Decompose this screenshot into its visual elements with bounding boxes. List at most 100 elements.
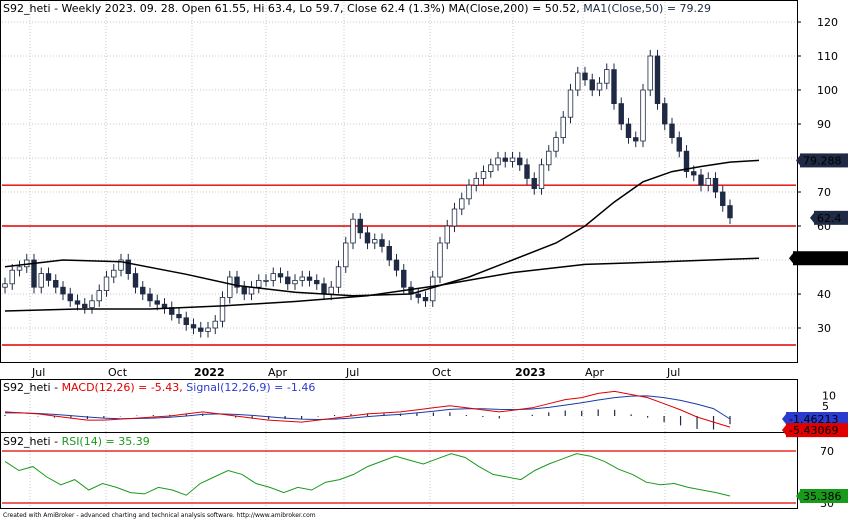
- candle-body: [589, 79, 595, 91]
- candle-body: [502, 157, 508, 162]
- candle-body: [444, 225, 450, 244]
- candle-body: [248, 286, 255, 295]
- candle-body: [451, 208, 458, 227]
- ma50-value-label-box: [800, 153, 848, 168]
- x-tick-label: Oct: [108, 366, 128, 379]
- x-tick-label: Jul: [345, 366, 359, 379]
- candle-body: [198, 327, 204, 332]
- candle-body: [299, 276, 305, 281]
- candle-body: [118, 259, 124, 271]
- macd-panel: [0, 379, 798, 433]
- macd-value-label-pointer: [782, 425, 786, 436]
- x-tick-label: Jul: [666, 366, 680, 379]
- candlestick-series: [2, 49, 733, 338]
- price-tick-label: 110: [817, 50, 838, 63]
- candle-body: [314, 279, 320, 285]
- macd-line: [4, 390, 731, 428]
- candle-body: [234, 276, 240, 288]
- candle-body: [705, 177, 711, 186]
- footer-text: Created with AmiBroker - advanced charti…: [3, 512, 316, 519]
- candle-body: [582, 72, 588, 81]
- candle-body: [575, 72, 581, 91]
- close-value-label-box: [814, 210, 848, 225]
- price-tick-label: 30: [817, 322, 831, 335]
- candle-body: [669, 123, 675, 138]
- rsi-value-label: 35.386: [803, 490, 842, 503]
- candle-body: [31, 259, 37, 288]
- signal-value-label-pointer: [782, 413, 786, 424]
- candle-body: [640, 89, 646, 142]
- candle-body: [625, 123, 632, 138]
- support-lines: [2, 184, 796, 346]
- candle-body: [103, 276, 110, 292]
- candle-body: [480, 171, 487, 179]
- candle-body: [422, 296, 429, 302]
- candle-body: [611, 69, 617, 104]
- ma50-line: [4, 159, 760, 297]
- candle-body: [473, 177, 479, 186]
- candle-body: [364, 232, 371, 244]
- candle-body: [67, 293, 73, 302]
- candle-body: [343, 242, 349, 268]
- close-value-label-pointer: [810, 212, 814, 223]
- candle-body: [2, 283, 8, 288]
- candle-body: [190, 324, 197, 329]
- x-axis-labels: Jul Oct 2022 Apr Jul Oct 2023 Apr Jul: [31, 366, 680, 379]
- candle-body: [277, 273, 284, 278]
- candle-body: [219, 296, 226, 322]
- candle-body: [415, 293, 421, 298]
- x-tick-label: Apr: [585, 366, 605, 379]
- candle-body: [147, 293, 153, 302]
- candle-body: [89, 300, 95, 308]
- ma200-line: [4, 257, 760, 312]
- candle-body: [292, 279, 298, 285]
- macd-series: [4, 390, 731, 430]
- candle-body: [227, 276, 233, 298]
- price-tick-label: 120: [817, 16, 838, 29]
- candle-body: [509, 157, 516, 162]
- candle-body: [517, 157, 523, 166]
- candle-body: [183, 317, 189, 325]
- candle-body: [132, 273, 139, 288]
- candle-body: [466, 184, 472, 200]
- candle-body: [306, 276, 313, 281]
- rsi-value-label-pointer: [796, 490, 800, 501]
- candle-body: [538, 164, 545, 190]
- candle-body: [379, 239, 385, 247]
- price-header: S92_heti - Weekly 2023. 09. 28. Open 61.…: [3, 2, 711, 15]
- signal-value-label-box: [786, 411, 848, 426]
- candle-body: [459, 198, 465, 210]
- candle-body: [495, 157, 501, 166]
- candle-body: [328, 286, 334, 295]
- signal-value-label: -1.46213: [789, 413, 838, 426]
- rsi-line: [4, 453, 731, 497]
- ma200-value-label-box: [793, 251, 848, 266]
- candle-body: [676, 137, 682, 152]
- candle-body: [618, 103, 624, 125]
- candle-body: [567, 89, 574, 118]
- rsi-tick-label: 70: [820, 445, 834, 458]
- candle-body: [74, 300, 81, 305]
- x-tick-label: 2023: [515, 366, 546, 379]
- candle-body: [524, 164, 530, 179]
- ma200-value-label-pointer: [789, 253, 793, 264]
- macd-header: S92_heti - MACD(12,26) = -5.43, Signal(1…: [3, 381, 315, 394]
- ma200-value-label: 50.5169: [796, 252, 842, 265]
- candle-body: [698, 174, 704, 186]
- candle-body: [270, 273, 276, 281]
- candle-body: [154, 300, 160, 305]
- x-tick-label: Oct: [432, 366, 452, 379]
- candle-body: [82, 303, 88, 309]
- price-tick-label: 100: [817, 84, 838, 97]
- candle-body: [430, 276, 436, 302]
- candle-body: [241, 286, 247, 295]
- candle-body: [357, 218, 363, 234]
- candle-body: [140, 286, 146, 295]
- candle-body: [60, 286, 66, 295]
- candle-body: [393, 259, 400, 271]
- candle-body: [647, 55, 653, 91]
- candle-body: [161, 303, 168, 309]
- candle-body: [596, 82, 603, 91]
- rsi-header: S92_heti - RSI(14) = 35.39: [3, 435, 150, 448]
